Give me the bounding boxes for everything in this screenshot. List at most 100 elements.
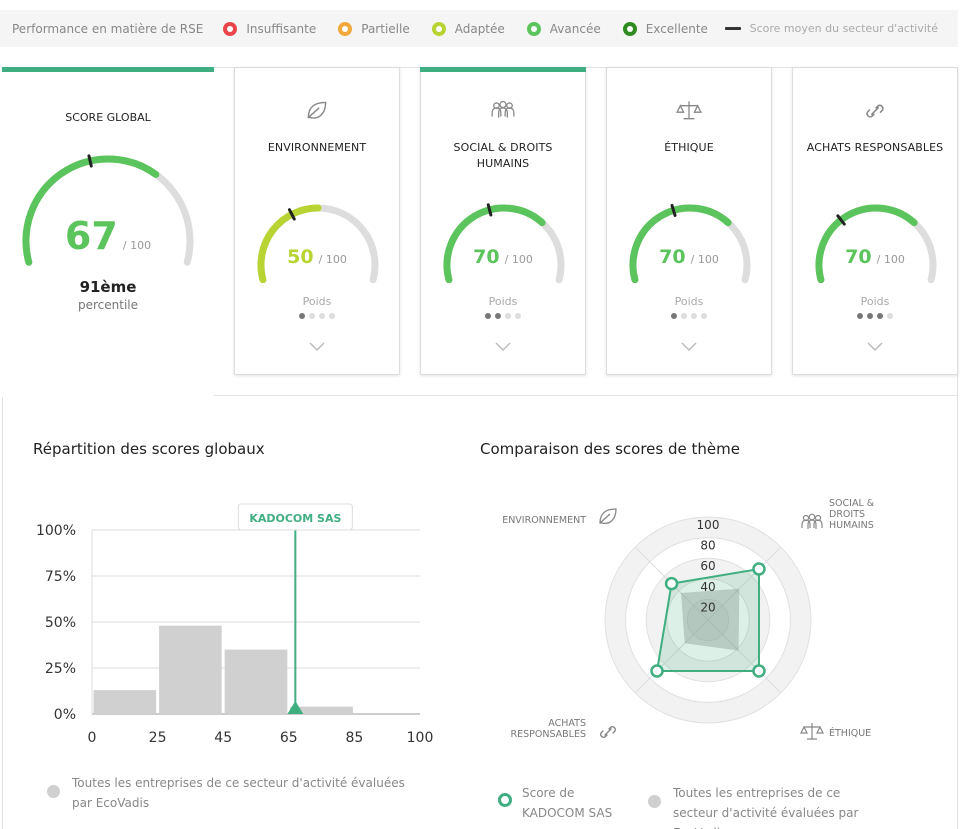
panel-divider <box>214 395 958 396</box>
radar-spoke <box>707 619 782 694</box>
scales-icon <box>676 101 702 120</box>
theme-score: 70 / 100 <box>421 246 585 268</box>
theme-3-gauge-track <box>815 204 937 283</box>
legend-label-adaptee: Adaptée <box>454 21 505 36</box>
green-ring-icon <box>498 793 512 807</box>
radar-axis-label: HUMAINS <box>829 520 874 531</box>
theme-score-number: 70 <box>659 246 686 268</box>
theme-score: 70 / 100 <box>607 246 771 268</box>
radar-tick-label: 60 <box>700 559 715 573</box>
theme-1-gauge-fill <box>443 204 546 283</box>
theme-card-title-line: HUMAINS <box>476 157 530 170</box>
poids-label: Poids <box>860 295 890 308</box>
weight-dot <box>299 313 305 319</box>
global-gauge-fill <box>22 155 160 266</box>
weight-dot <box>495 313 501 319</box>
theme-0-gauge-fill <box>257 204 322 283</box>
y-tick-label: 50% <box>45 615 76 631</box>
theme-3-gauge-fill <box>815 204 918 283</box>
radar-legend-company-label: Score de KADOCOM SAS <box>522 786 613 820</box>
legend-label-partielle: Partielle <box>361 21 410 36</box>
global-score-number: 67 <box>64 214 118 258</box>
percentile-label: percentile <box>77 298 138 312</box>
link-icon <box>866 104 884 118</box>
company-series-point <box>650 664 664 678</box>
theme-gauge <box>443 203 565 283</box>
people-icon <box>801 513 823 529</box>
distribution-legend-label: Toutes les entreprises de ce secteur d'a… <box>72 776 405 810</box>
theme-score: 50 / 100 <box>235 246 399 268</box>
theme-card-title-line: ENVIRONNEMENT <box>267 141 367 154</box>
distribution-bar <box>224 649 288 714</box>
radar-tick-label: 20 <box>700 600 715 614</box>
chevron-down-icon[interactable] <box>681 342 697 352</box>
weight-dot <box>309 313 315 319</box>
legend-avg-label: Score moyen du secteur d'activité <box>749 22 938 35</box>
theme-score-number: 70 <box>473 246 500 268</box>
radar-axis-label: ÉTHIQUE <box>829 727 871 739</box>
theme-card-0[interactable]: ENVIRONNEMENT 50 / 100 Poids <box>234 67 400 375</box>
distribution-legend: Toutes les entreprises de ce secteur d'a… <box>47 773 417 813</box>
scales-icon <box>800 723 824 740</box>
x-tick-label: 65 <box>280 730 298 746</box>
theme-card-title: SOCIAL & DROITS HUMAINS <box>421 140 585 172</box>
weight-dot <box>877 313 883 319</box>
weight-dot <box>691 313 697 319</box>
distribution-chart: 0% 25% 50% 75% 100% 0 25 45 65 85 100 KADOCOM SAS <box>36 503 433 746</box>
chevron-down-icon[interactable] <box>867 342 883 352</box>
radar-legend-sector: Toutes les entreprises de ce secteur d'a… <box>648 783 888 829</box>
average-dash-icon <box>724 27 741 30</box>
poids-label: Poids <box>302 295 332 308</box>
radar-axis-label: ENVIRONNEMENT <box>502 515 586 526</box>
global-sector-average-marker <box>87 154 93 168</box>
weight-dot <box>681 313 687 319</box>
x-tick-label: 85 <box>345 730 363 746</box>
legend-item-avancee: Avancée <box>526 21 601 36</box>
radar-axis-label: SOCIAL & <box>829 498 875 509</box>
theme-2-sector-average-marker <box>670 203 677 217</box>
theme-card-1[interactable]: SOCIAL & DROITS HUMAINS 70 / 100 Poids <box>420 67 586 375</box>
theme-score-out-of: / 100 <box>504 253 533 266</box>
weight-dot <box>485 313 491 319</box>
theme-2-gauge-track <box>629 204 751 283</box>
legend-item-excellente: Excellente <box>622 21 708 36</box>
theme-score-number: 50 <box>287 246 314 268</box>
radar-axis-label: DROITS <box>829 509 865 520</box>
theme-card-3[interactable]: ACHATS RESPONSABLES 70 / 100 Poids <box>792 67 958 375</box>
weight-dots <box>421 313 585 319</box>
theme-score-out-of: / 100 <box>690 253 719 266</box>
global-score-gauge <box>22 154 194 266</box>
theme-card-title: ÉTHIQUE <box>607 140 771 156</box>
theme-card-title: ACHATS RESPONSABLES <box>793 140 957 156</box>
legend-label-insuffisante: Insuffisante <box>246 21 317 36</box>
global-score-title: SCORE GLOBAL <box>65 111 151 124</box>
people-icon <box>491 100 515 118</box>
chevron-down-icon[interactable] <box>309 342 325 352</box>
radar-spoke <box>634 619 709 694</box>
chevron-down-icon[interactable] <box>495 342 511 352</box>
theme-2-gauge-fill <box>629 204 732 283</box>
company-marker-triangle <box>287 701 304 714</box>
radar-spoke <box>707 546 782 621</box>
theme-score-out-of: / 100 <box>318 253 347 266</box>
weight-dots <box>235 313 399 319</box>
theme-score-number: 70 <box>845 246 872 268</box>
weight-dot <box>671 313 677 319</box>
theme-card-title-line: ÉTHIQUE <box>664 141 714 154</box>
global-score-card[interactable]: SCORE GLOBAL 67 / 100 91ème percentile <box>2 67 214 397</box>
theme-0-sector-average-marker <box>287 208 296 221</box>
theme-gauge <box>815 204 937 283</box>
yellowgreen-dot-icon <box>431 21 446 36</box>
company-series-point <box>752 664 766 678</box>
x-tick-label: 0 <box>88 730 97 746</box>
legend-item-partielle: Partielle <box>338 21 410 36</box>
x-tick-label: 25 <box>149 730 167 746</box>
distribution-title: Répartition des scores globaux <box>33 440 265 458</box>
theme-3-sector-average-marker <box>836 214 846 226</box>
gray-dot-icon <box>47 785 60 798</box>
company-series-point <box>752 562 766 576</box>
theme-score: 70 / 100 <box>793 246 957 268</box>
legend-item-insuffisante: Insuffisante <box>223 21 317 36</box>
theme-card-2[interactable]: ÉTHIQUE 70 / 100 Poids <box>606 67 772 375</box>
percentile-value: 91ème <box>79 278 137 296</box>
